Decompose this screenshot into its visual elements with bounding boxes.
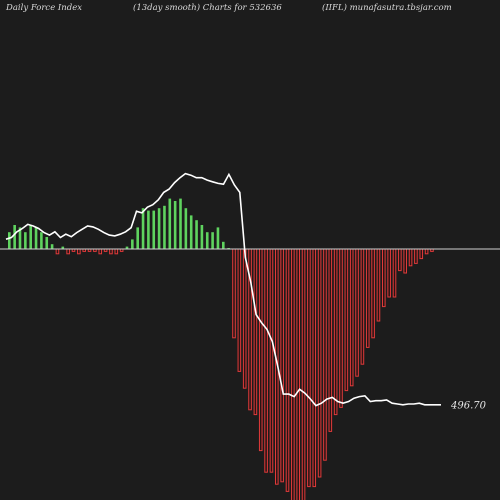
force-bar-3 — [24, 232, 27, 249]
force-bar-43 — [237, 248, 242, 372]
force-bar-39 — [216, 227, 220, 249]
force-bar-71 — [387, 248, 391, 298]
force-bar-42 — [232, 248, 236, 339]
force-bar-72 — [392, 248, 397, 298]
smoothed-line — [5, 172, 441, 407]
force-bar-29 — [163, 205, 166, 249]
header-left-title: Daily Force Index — [6, 3, 83, 13]
force-bar-75 — [408, 248, 413, 267]
force-bar-32 — [179, 198, 182, 249]
force-bar-68 — [371, 248, 375, 339]
force-bar-76 — [414, 248, 418, 264]
force-bar-63 — [344, 248, 349, 392]
last-value-label: 496.70 — [450, 400, 487, 411]
force-bar-69 — [376, 248, 381, 322]
force-bar-74 — [403, 248, 407, 274]
force-bar-73 — [398, 248, 402, 272]
force-bar-33 — [184, 208, 188, 249]
force-bar-66 — [360, 248, 365, 365]
force-bar-1 — [13, 225, 16, 249]
force-bar-27 — [152, 210, 156, 249]
force-bar-34 — [189, 215, 193, 249]
force-bar-56 — [307, 248, 311, 488]
force-bar-51 — [280, 248, 284, 483]
force-bar-55 — [301, 248, 306, 500]
header-center-title: (13day smooth) Charts for 532636 — [133, 3, 282, 13]
force-bar-38 — [211, 232, 214, 249]
force-bar-0 — [8, 232, 11, 249]
force-bar-28 — [157, 208, 161, 249]
force-bar-2 — [18, 227, 22, 249]
force-bar-60 — [328, 248, 333, 432]
force-bar-47 — [258, 248, 263, 452]
force-bar-44 — [242, 248, 247, 389]
force-bar-58 — [317, 248, 322, 478]
force-bar-4 — [29, 225, 32, 249]
force-bar-36 — [200, 225, 204, 249]
header-right-title: (IIFL) munafasutra.tbsjar.com — [322, 3, 452, 13]
force-bar-57 — [312, 248, 317, 488]
force-bar-35 — [195, 220, 198, 249]
force-bar-53 — [291, 248, 295, 500]
force-bar-70 — [382, 248, 386, 308]
force-bar-10 — [61, 246, 65, 249]
force-bar-25 — [141, 208, 145, 249]
force-bar-8 — [50, 244, 54, 249]
force-bar-54 — [296, 248, 300, 500]
force-bar-11 — [66, 248, 70, 255]
force-bar-48 — [264, 248, 268, 473]
force-bar-20 — [114, 248, 119, 255]
force-bar-31 — [173, 201, 177, 249]
force-bar-64 — [349, 248, 354, 387]
force-bar-9 — [55, 248, 60, 255]
force-bar-52 — [285, 248, 290, 492]
force-bar-78 — [424, 248, 429, 255]
force-bar-13 — [77, 248, 81, 255]
force-bar-49 — [269, 248, 274, 473]
force-bar-7 — [45, 237, 49, 249]
force-bar-22 — [125, 246, 129, 249]
force-bar-23 — [131, 239, 134, 249]
force-bar-19 — [109, 248, 113, 255]
force-bar-62 — [339, 248, 343, 408]
force-bar-77 — [419, 248, 424, 260]
force-bar-67 — [365, 248, 370, 348]
force-bar-65 — [355, 248, 359, 377]
force-bar-17 — [98, 248, 103, 255]
force-bar-40 — [222, 241, 225, 249]
force-bar-24 — [136, 227, 139, 249]
force-bar-6 — [40, 232, 43, 249]
force-bar-30 — [168, 198, 172, 249]
chart-header: Daily Force Index (13day smooth) Charts … — [0, 3, 500, 17]
force-index-bars — [8, 198, 434, 500]
force-bar-46 — [253, 248, 258, 416]
force-bar-61 — [333, 248, 338, 416]
force-bar-59 — [323, 248, 327, 461]
force-bar-37 — [205, 232, 209, 249]
force-bar-26 — [147, 210, 150, 249]
force-bar-5 — [34, 227, 38, 249]
